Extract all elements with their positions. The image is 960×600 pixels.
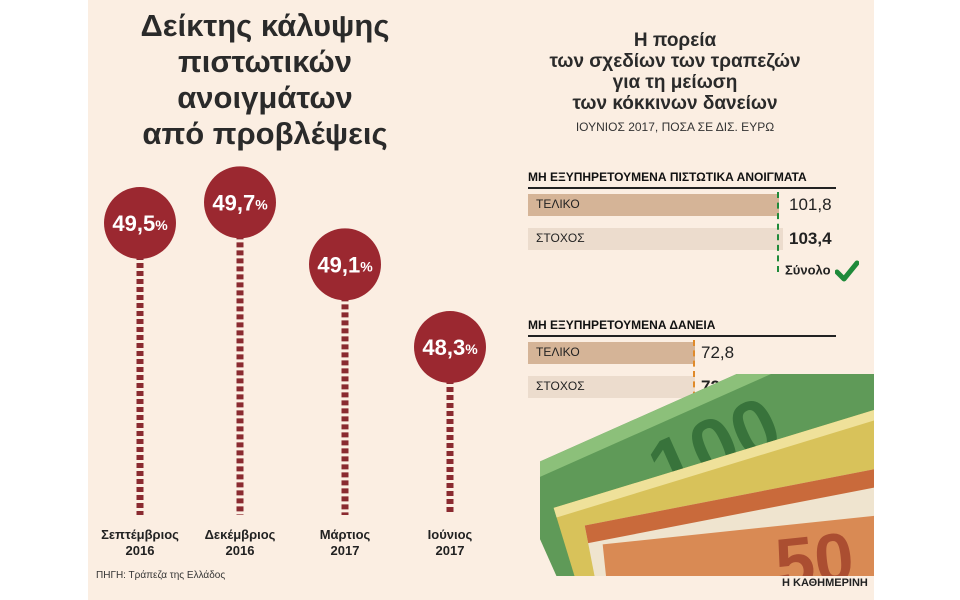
lollipop-circle [104, 187, 176, 259]
x-tick-label: Δεκέμβριος 2016 [204, 527, 276, 558]
data-label: 48,3% [422, 335, 478, 360]
hbar-label: ΣΤΟΧΟΣ [536, 231, 585, 245]
hbar-label: ΤΕΛΙΚΟ [536, 345, 580, 359]
data-label: 49,7% [212, 190, 268, 215]
bar-group-title: ΜΗ ΕΞΥΠΗΡΕΤΟΥΜΕΝΑ ΔΑΝΕΙΑ [528, 318, 836, 337]
x-tick-label: Μάρτιος 2017 [319, 527, 371, 558]
left-title-line: από προβλέψεις [142, 116, 388, 151]
bill-50-label: 50 [772, 517, 858, 576]
right-chart-title: Η πορεία των σχεδίων των τραπεζών για τη… [540, 30, 810, 114]
right-title-line: για τη μείωση [612, 72, 738, 93]
lollipop-circle [414, 311, 486, 383]
lollipop-circle [309, 228, 381, 301]
hbar-final: ΤΕΛΙΚΟ [528, 342, 695, 364]
bar-group-title: ΜΗ ΕΞΥΠΗΡΕΤΟΥΜΕΝΑ ΠΙΣΤΩΤΙΚΑ ΑΝΟΙΓΜΑΤΑ [528, 170, 836, 189]
right-title-line: των σχεδίων των τραπεζών [549, 51, 801, 72]
source-note: ΠΗΓΗ: Τράπεζα της Ελλάδος [96, 570, 226, 581]
coverage-ratio-chart: 49,5% 49,7% 49,1% 48,3% [104, 166, 486, 515]
right-title-line: Η πορεία [633, 30, 717, 51]
target-marker-line [693, 340, 695, 408]
hbar-label: ΤΕΛΙΚΟ [536, 197, 580, 211]
hbar-label: ΣΤΟΧΟΣ [536, 379, 585, 393]
hbar-value: 103,4 [789, 229, 832, 248]
total-label: Σύνολο [785, 262, 831, 278]
bill-orange [602, 506, 874, 576]
data-label: 49,5% [112, 211, 168, 236]
hbar-final: ΤΕΛΙΚΟ [528, 194, 779, 216]
left-chart-title: Δείκτης κάλυψης πιστωτικών ανοιγμάτων απ… [100, 8, 430, 152]
right-chart-subtitle: ΙΟΥΝΙΟΣ 2017, ΠΟΣΑ ΣΕ ΔΙΣ. ΕΥΡΩ [575, 120, 775, 134]
euro-banknotes-image: 100 50 [540, 374, 874, 576]
right-title-line: των κόκκινων δανείων [572, 93, 778, 114]
x-tick-label: Σεπτέμβριος 2016 [101, 527, 179, 558]
lollipop-circle [204, 166, 276, 239]
publisher-credit: Η ΚΑΘΗΜΕΡΙΝΗ [782, 577, 868, 589]
checkmark-icon [834, 260, 860, 282]
hbar-target: ΣΤΟΧΟΣ [528, 228, 783, 250]
hbar-value: 101,8 [789, 195, 832, 214]
left-title-line: Δείκτης κάλυψης [140, 8, 390, 43]
left-title-line: πιστωτικών ανοιγμάτων [177, 44, 353, 115]
hbar-value: 72,8 [701, 343, 735, 362]
total-status: Σύνολο [785, 260, 860, 282]
data-label: 49,1% [317, 252, 373, 277]
x-tick-label: Ιούνιος 2017 [427, 527, 473, 558]
hbar-target: ΣΤΟΧΟΣ [528, 376, 695, 398]
target-marker-line [777, 192, 779, 272]
